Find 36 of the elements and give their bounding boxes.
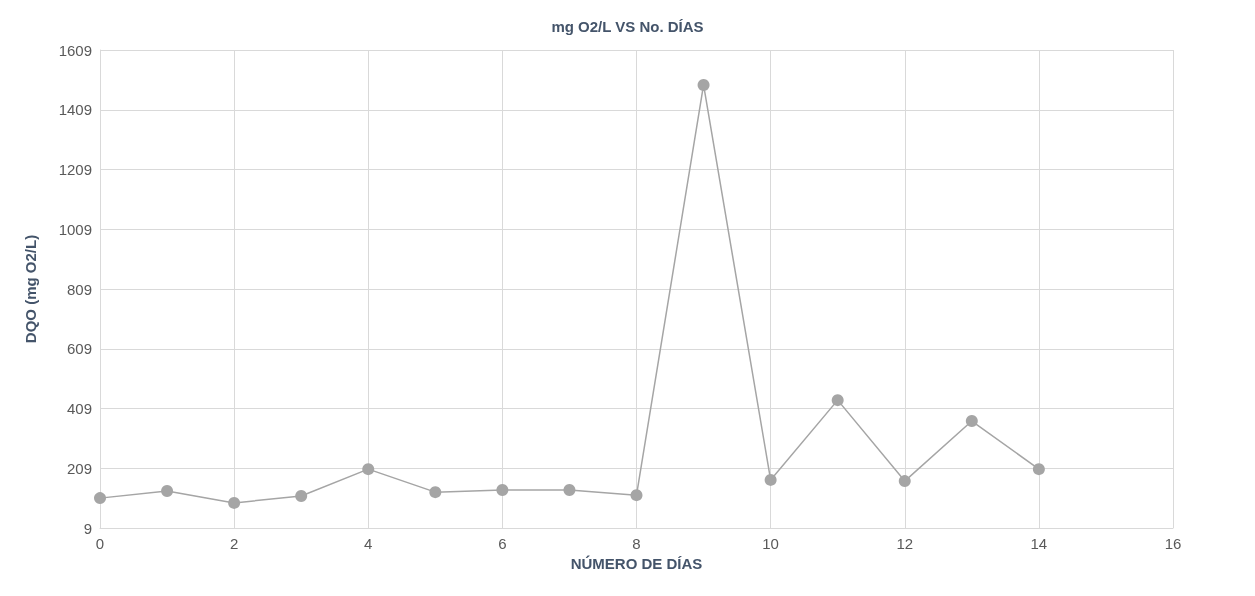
point — [831, 394, 844, 407]
chart-title: mg O2/L VS No. DÍAS — [551, 18, 704, 35]
point — [295, 490, 308, 503]
y-tick-label: 409 — [66, 400, 92, 417]
point — [630, 489, 643, 502]
y-tick-label: 1409 — [58, 101, 92, 119]
y-tick-label: 609 — [66, 340, 92, 358]
point — [697, 78, 710, 91]
x-tick-label: 16 — [1164, 535, 1182, 552]
y-tick-label: 1009 — [58, 220, 92, 238]
x-axis-title: NÚMERO DE DÍAS — [570, 555, 703, 572]
point — [362, 463, 375, 476]
point — [228, 496, 241, 509]
point — [898, 475, 911, 488]
point — [496, 484, 509, 497]
y-axis-title: DQO (mg O2/L) — [22, 234, 39, 344]
point — [764, 473, 777, 486]
point — [563, 484, 576, 497]
point — [965, 415, 978, 428]
point — [1032, 463, 1045, 476]
x-tick-label: 4 — [364, 535, 373, 552]
x-tick-label: 10 — [762, 535, 779, 552]
x-tick-label: 0 — [95, 535, 105, 552]
y-tick-label: 1209 — [58, 161, 92, 178]
x-tick-label: 6 — [498, 535, 507, 552]
y-tick-label: 209 — [66, 459, 92, 477]
x-tick-label: 14 — [1030, 535, 1048, 552]
point — [94, 492, 106, 505]
y-tick-label: 809 — [66, 280, 92, 298]
point — [429, 486, 442, 499]
x-tick-label: 2 — [229, 535, 239, 552]
y-tick-label: 9 — [83, 519, 92, 537]
x-tick-label: 12 — [896, 535, 914, 552]
point — [161, 484, 174, 497]
y-tick-label: 1609 — [58, 41, 92, 59]
x-tick-label: 8 — [632, 535, 641, 552]
